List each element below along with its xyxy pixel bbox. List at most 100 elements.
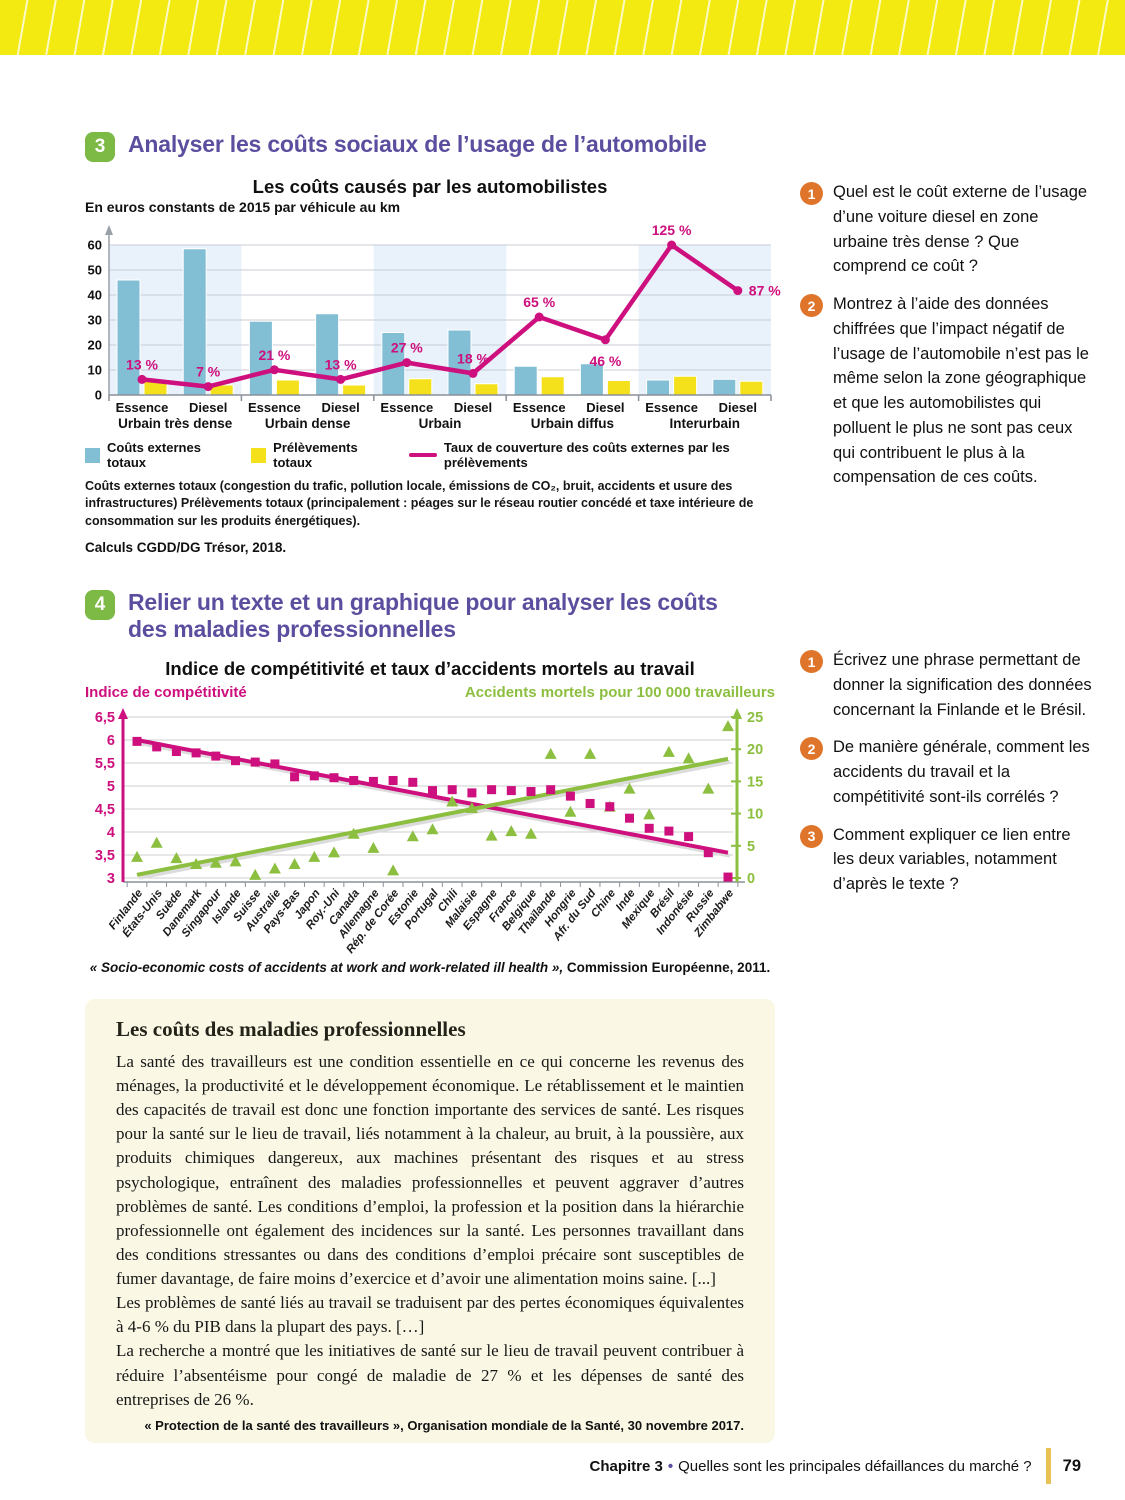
question-text: Quel est le coût externe de l’usage d’un… bbox=[833, 183, 1088, 276]
accidents-marker bbox=[702, 782, 715, 794]
exercise4-title: Relier un texte et un graphique pour ana… bbox=[128, 588, 718, 643]
svg-text:5: 5 bbox=[107, 779, 115, 795]
question-item: 2 De manière générale, comment les accid… bbox=[800, 735, 1092, 809]
competitiveness-marker bbox=[309, 771, 319, 781]
coverage-rate-label: 21 % bbox=[258, 347, 290, 363]
svg-text:20: 20 bbox=[747, 742, 763, 758]
chart2-source-publisher: Commission Européenne, 2011. bbox=[563, 959, 771, 975]
page-number: 79 bbox=[1062, 1456, 1081, 1475]
coverage-rate-point bbox=[600, 335, 610, 345]
exercise3-header: 3 Analyser les coûts sociaux de l’usage … bbox=[85, 131, 785, 162]
coverage-rate-label: 125 % bbox=[652, 222, 692, 238]
accidents-marker bbox=[426, 823, 439, 835]
fuel-label: Essence bbox=[116, 400, 169, 415]
textbox-paragraph-3: La recherche a montré que les initiative… bbox=[116, 1341, 744, 1409]
footer-separator-dot: • bbox=[667, 1457, 674, 1475]
right-axis-label: Accidents mortels pour 100 000 travaille… bbox=[464, 683, 775, 701]
external-costs-swatch bbox=[85, 447, 100, 463]
competitiveness-accidents-scatter-chart: 6,565,554,543,532520151050FinlandeÉtats-… bbox=[95, 707, 763, 956]
svg-text:50: 50 bbox=[88, 263, 102, 278]
levy-bar bbox=[673, 375, 698, 396]
question-text: Comment expliquer ce lien entre les deux… bbox=[833, 825, 1071, 894]
footnote-line-1: Coûts externes totaux (congestion du tra… bbox=[85, 479, 733, 511]
chart2-source-title: « Socio-economic costs of accidents at w… bbox=[89, 959, 564, 975]
svg-text:0: 0 bbox=[747, 871, 755, 887]
accidents-marker bbox=[446, 795, 459, 807]
competitiveness-marker bbox=[368, 776, 378, 786]
competitiveness-trend-line bbox=[136, 737, 729, 855]
coverage-line-swatch bbox=[408, 453, 437, 457]
coverage-rate-point bbox=[402, 358, 412, 368]
chart1-unit-label: En euros constants de 2015 par véhicule … bbox=[85, 199, 401, 215]
competitiveness-marker bbox=[132, 736, 142, 746]
accidents-marker bbox=[406, 830, 419, 842]
competitiveness-marker bbox=[467, 788, 477, 798]
coverage-rate-label: 27 % bbox=[391, 340, 423, 356]
competitiveness-marker bbox=[684, 832, 694, 842]
question-item: 1 Quel est le coût externe de l’usage d’… bbox=[800, 180, 1092, 279]
accidents-marker bbox=[643, 808, 656, 820]
levies-swatch bbox=[251, 447, 267, 463]
zone-group-label: Urbain très dense bbox=[118, 416, 233, 431]
coverage-rate-point bbox=[137, 374, 147, 384]
external-cost-bar bbox=[513, 365, 538, 396]
accidents-marker bbox=[662, 745, 675, 757]
svg-text:6: 6 bbox=[107, 733, 115, 749]
textbox-heading: Les coûts des maladies professionnelles bbox=[116, 1016, 466, 1041]
fuel-label: Diesel bbox=[189, 400, 227, 415]
chart2-source: « Socio-economic costs of accidents at w… bbox=[85, 960, 775, 975]
coverage-rate-label: 7 % bbox=[196, 364, 221, 380]
coverage-rate-point bbox=[468, 368, 478, 378]
svg-text:15: 15 bbox=[747, 774, 763, 790]
exercise3-questions: 1 Quel est le coût externe de l’usage d’… bbox=[800, 180, 1092, 503]
coverage-rate-label: 13 % bbox=[325, 356, 357, 372]
footer-gold-bar bbox=[1045, 1448, 1051, 1484]
question-text: Écrivez une phrase permettant de donner … bbox=[833, 651, 1092, 719]
question-item: 1 Écrivez une phrase permettant de donne… bbox=[800, 648, 1092, 722]
competitiveness-marker bbox=[447, 785, 457, 795]
external-cost-bar bbox=[712, 378, 737, 396]
svg-text:6,5: 6,5 bbox=[95, 710, 115, 726]
competitiveness-marker bbox=[388, 775, 398, 785]
fuel-label: Essence bbox=[645, 400, 698, 415]
fuel-label: Essence bbox=[248, 400, 301, 415]
accidents-marker bbox=[682, 752, 695, 764]
chart2-axis-labels: Indice de compétitivité Accidents mortel… bbox=[85, 684, 775, 701]
svg-text:5: 5 bbox=[747, 839, 755, 855]
legend-label: Coûts externes totaux bbox=[107, 440, 201, 470]
competitiveness-marker bbox=[191, 748, 201, 758]
competitiveness-marker bbox=[487, 785, 497, 795]
accidents-marker bbox=[485, 829, 498, 841]
zone-group-label: Urbain bbox=[419, 416, 462, 431]
textbox-source: « Protection de la santé des travailleur… bbox=[144, 1417, 744, 1433]
question-item: 2 Montrez à l’aide des données chiffrées… bbox=[800, 292, 1092, 490]
svg-text:3: 3 bbox=[107, 871, 115, 887]
accidents-marker bbox=[268, 862, 281, 874]
coverage-rate-line bbox=[141, 242, 740, 389]
competitiveness-marker bbox=[723, 872, 733, 882]
question-number-badge: 3 bbox=[800, 824, 823, 848]
zone-group-label: Urbain diffus bbox=[531, 416, 614, 431]
competitiveness-marker bbox=[329, 773, 339, 783]
competitiveness-marker bbox=[625, 813, 634, 823]
coverage-rate-point bbox=[203, 382, 213, 392]
competitiveness-marker bbox=[644, 823, 654, 833]
coverage-rate-point bbox=[269, 365, 279, 375]
coverage-rate-point bbox=[534, 312, 544, 322]
coverage-rate-label: 46 % bbox=[589, 353, 621, 369]
competitiveness-marker bbox=[270, 759, 280, 769]
question-number-badge: 2 bbox=[800, 737, 823, 761]
left-axis-label: Indice de compétitivité bbox=[85, 683, 247, 701]
competitiveness-marker bbox=[152, 742, 162, 752]
fuel-label: Diesel bbox=[586, 400, 624, 415]
levy-bar bbox=[408, 378, 433, 396]
question-text: De manière générale, comment les acciden… bbox=[833, 738, 1090, 806]
accidents-marker bbox=[308, 850, 321, 862]
legend-item-levies: Prélèvements totaux bbox=[251, 440, 385, 470]
textbox-paragraph-1: La santé des travailleurs est une condit… bbox=[116, 1051, 744, 1289]
exercise3-number-badge: 3 bbox=[85, 132, 115, 162]
main-column: 3 Analyser les coûts sociaux de l’usage … bbox=[85, 131, 785, 1443]
coverage-rate-label: 18 % bbox=[457, 350, 489, 366]
exercise4-questions: 1 Écrivez une phrase permettant de donne… bbox=[800, 648, 1092, 910]
accidents-marker bbox=[722, 720, 734, 732]
